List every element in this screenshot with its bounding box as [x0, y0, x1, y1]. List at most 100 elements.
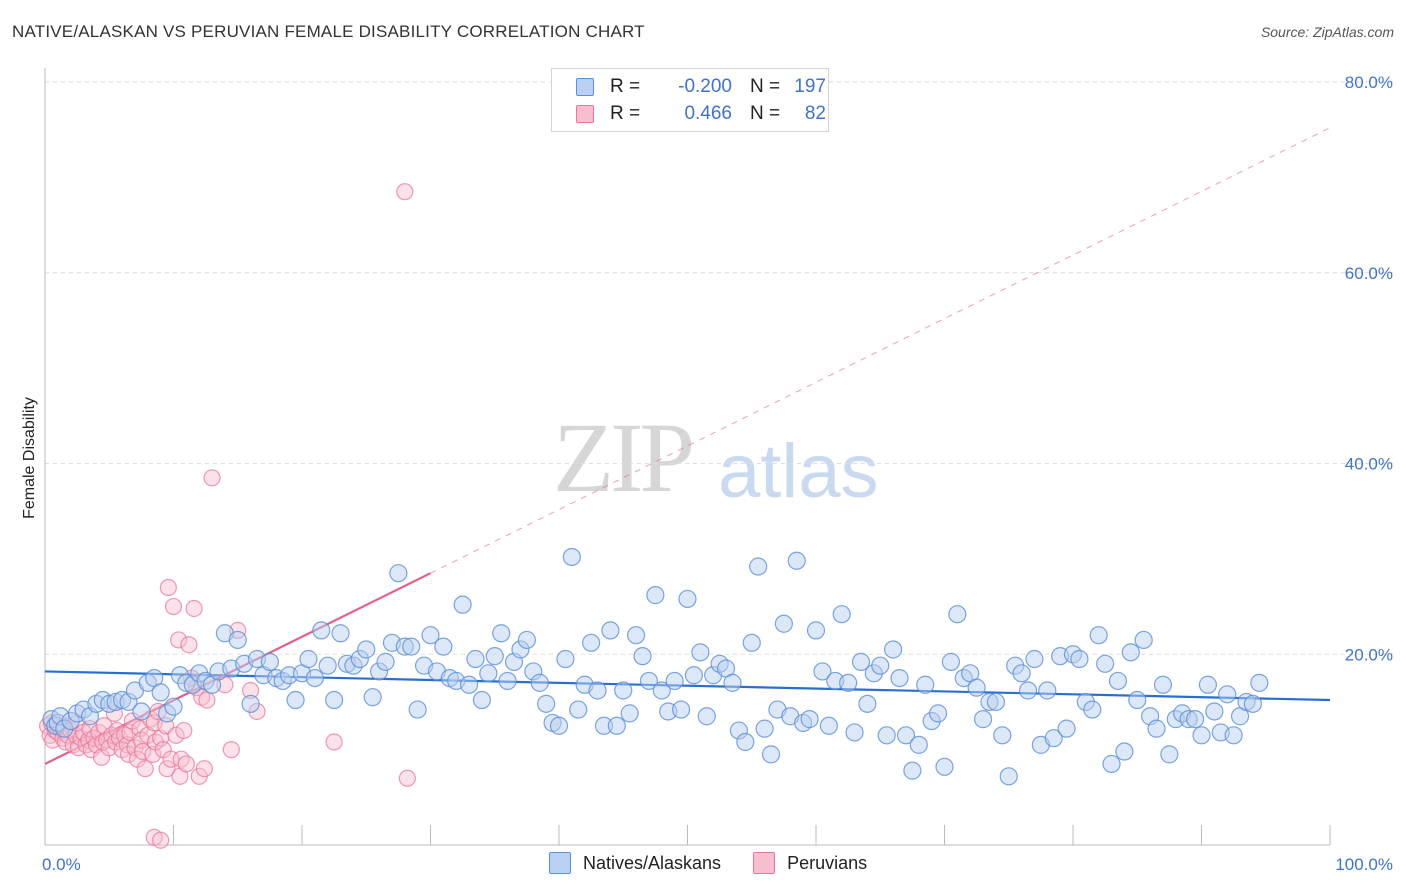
natives-point [787, 551, 806, 570]
natives-point [736, 732, 755, 752]
natives-point [1108, 671, 1128, 691]
peruvians-points [38, 183, 416, 849]
natives-point [357, 640, 376, 659]
natives-point [472, 690, 491, 710]
y-tick-label: 20.0% [1345, 645, 1393, 664]
natives-point [639, 671, 659, 691]
watermark-zip: ZIP [553, 402, 695, 513]
natives-point [318, 656, 337, 675]
natives-point [1025, 649, 1044, 669]
natives-point [132, 702, 151, 721]
natives-point [1147, 719, 1166, 738]
natives-point [421, 626, 440, 645]
natives-point [986, 692, 1006, 712]
peruvians-point [325, 733, 343, 751]
peruvians-point [185, 599, 203, 618]
peruvians-point [164, 597, 183, 616]
natives-point [537, 694, 556, 713]
legend-n-label: N = [750, 76, 781, 97]
natives-point [556, 649, 575, 669]
natives-point [492, 624, 511, 643]
natives-point [331, 624, 350, 643]
natives-point [1218, 685, 1237, 704]
y-tick-label: 40.0% [1345, 455, 1393, 474]
legend-row-natives: R = -0.200 N = 197 [576, 75, 826, 99]
legend-swatch-peruvians [576, 105, 594, 123]
natives-point [1243, 694, 1263, 713]
natives-point [582, 633, 601, 652]
peruvians-point [222, 741, 240, 759]
axis-labels: 20.0% 40.0% 60.0% 80.0% 0.0% 100.0% Female Dis… [21, 73, 1393, 874]
natives-point [530, 673, 549, 692]
natives-point [1102, 754, 1121, 774]
natives-point [903, 761, 922, 780]
peruvians-point [158, 760, 176, 778]
natives-point [1044, 729, 1063, 748]
natives-point [755, 719, 774, 738]
chart-title: NATIVE/ALASKAN VS PERUVIAN FEMALE DISABI… [12, 22, 645, 41]
natives-point [1038, 681, 1057, 700]
watermark-atlas: atlas [718, 429, 879, 514]
peruvians-trend-extension [430, 127, 1331, 574]
natives-point [723, 673, 742, 692]
natives-point [671, 700, 691, 719]
natives-point [549, 716, 569, 735]
natives-point [1070, 649, 1089, 669]
natives-point [1160, 745, 1179, 764]
natives-point [1121, 643, 1140, 662]
natives-point [466, 649, 485, 669]
peruvians-point [398, 769, 416, 787]
natives-point [832, 605, 851, 624]
natives-point [569, 700, 588, 719]
natives-point [453, 595, 472, 614]
legend-n-label: N = [750, 103, 781, 124]
peruvians-point [396, 183, 414, 201]
peruvians-point [136, 760, 154, 778]
natives-point [845, 723, 864, 742]
natives-point [498, 671, 517, 691]
axes [44, 68, 1331, 846]
natives-point [652, 681, 671, 700]
legend-r-label: R = [610, 76, 641, 97]
source-label: Source: ZipAtlas.com [1260, 24, 1394, 40]
bottom-legend-swatch-natives [549, 852, 571, 874]
natives-point [1224, 726, 1243, 745]
natives-point [601, 621, 620, 640]
natives-point [286, 690, 305, 710]
natives-point [800, 710, 819, 729]
bottom-legend-swatch-peruvians [753, 852, 776, 874]
legend-r-label: R = [610, 103, 641, 124]
legend: R = -0.200 N = 197 R = 0.466 N = 82 [551, 68, 829, 132]
natives-point [485, 647, 504, 666]
natives-point [742, 633, 761, 652]
natives-point [1128, 690, 1147, 710]
natives-point [967, 678, 986, 697]
natives-point [684, 666, 704, 685]
natives-point [562, 547, 581, 567]
natives-point [928, 704, 948, 723]
natives-point [1057, 719, 1076, 738]
natives-point [665, 671, 684, 691]
peruvians-point [177, 755, 195, 773]
natives-point [871, 656, 890, 675]
peruvians-point [152, 831, 170, 849]
natives-point [517, 630, 536, 650]
natives-point [916, 675, 935, 694]
natives-point [1134, 630, 1153, 650]
bottom-legend-label-peruvians: Peruvians [787, 852, 868, 873]
natives-point [935, 757, 954, 776]
legend-row-peruvians: R = 0.466 N = 82 [576, 102, 826, 126]
natives-point [363, 688, 382, 707]
y-axis-label: Female Disability [21, 397, 38, 519]
natives-point [806, 621, 826, 640]
natives-point [607, 716, 626, 735]
natives-point [151, 683, 170, 702]
legend-n-value: 197 [794, 76, 826, 97]
natives-point [1250, 673, 1269, 692]
peruvians-point [172, 750, 190, 768]
legend-n-value: 82 [804, 103, 826, 124]
natives-point [479, 664, 498, 683]
natives-point [851, 652, 871, 671]
natives-point [325, 690, 344, 710]
